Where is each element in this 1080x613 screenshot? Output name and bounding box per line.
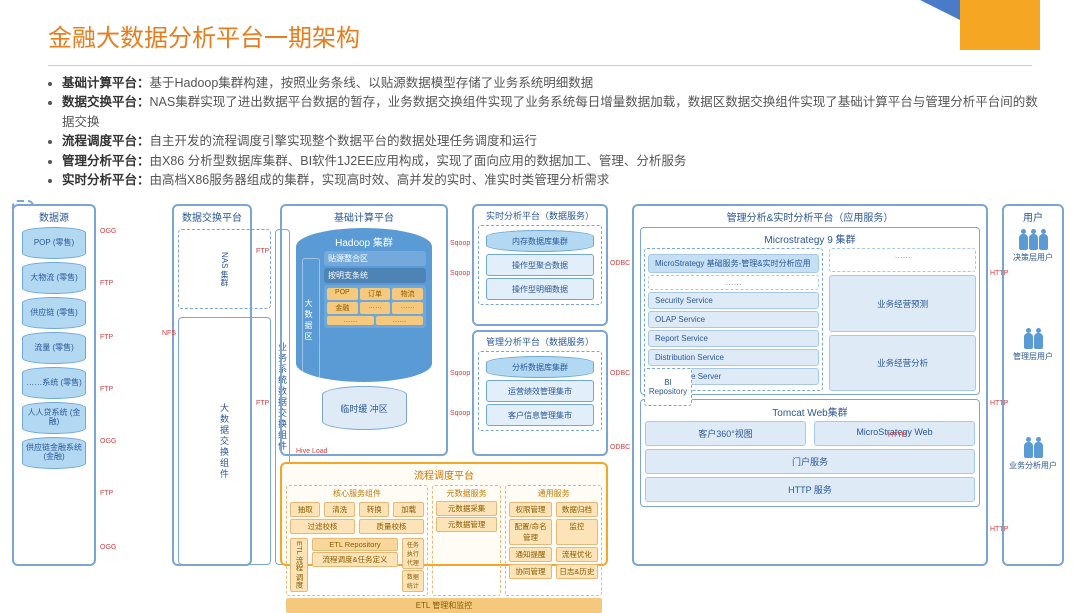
hadoop-cluster: 大数据区 Hadoop 集群 贴源整合区 按明支条统 POP 订单 物流 金融 … xyxy=(296,228,432,382)
mgmt-title: 管理分析&实时分析平台（应用服务） xyxy=(634,209,986,224)
accent-orange xyxy=(960,0,1040,50)
mr-0: …… xyxy=(829,248,976,272)
hadoop-sub2: 按明支条统 xyxy=(324,268,426,283)
conn-ogg-1: OGG xyxy=(100,438,116,445)
bullet-1: 数据交换平台：NAS集群实现了进出数据平台数据的暂存，业务数据交换组件实现了业务… xyxy=(62,93,1040,132)
ex-title: 数据交换平台 xyxy=(174,209,250,224)
conn-ftp-3: FTP xyxy=(100,490,113,497)
conn-ogg-2: OGG xyxy=(100,544,116,551)
conn-ftp-ex2: FTP xyxy=(256,400,269,407)
users-title: 用户 xyxy=(1004,209,1062,224)
ds-item-6: 供应链金融系统 (金融) xyxy=(22,437,86,469)
conn-ftp-0: FTP xyxy=(100,280,113,287)
rt2-cyl: 分析数据库集群 xyxy=(486,356,594,378)
rt-r0: 操作型聚合数据 xyxy=(486,254,594,276)
chip-5: …… xyxy=(392,302,423,314)
chip-6: …… xyxy=(327,316,374,325)
chip-4: …… xyxy=(360,302,391,314)
tc-0: 客户360°视图 xyxy=(645,421,806,446)
ds-item-2: 供应链 (零售) xyxy=(22,297,86,329)
tomcat-title: Tomcat Web集群 xyxy=(645,404,975,419)
tomcat-cluster: Tomcat Web集群 客户360°视图 MicroStrategy Web … xyxy=(640,399,980,507)
col-data-sources: 数据源 POP (零售) 大物流 (零售) 供应链 (零售) 流量 (零售) …… xyxy=(12,204,96,566)
ds-title: 数据源 xyxy=(14,209,94,224)
conn-nfs: NFS xyxy=(162,330,176,337)
nas-box: NAS 集群 xyxy=(178,229,271,309)
svc-2: OLAP Service xyxy=(648,311,819,328)
col-base: 基础计算平台 大数据区 Hadoop 集群 贴源整合区 按明支条统 POP 订单… xyxy=(280,204,448,456)
bullets: 基础计算平台：基于Hadoop集群构建，按照业务条线、以贴源数据模型存储了业务系… xyxy=(0,66,1080,196)
etl-bar: ETL 管理和监控 xyxy=(286,598,602,613)
title-bar: 金融大数据分析平台一期架构 xyxy=(0,0,1080,65)
tc-portal: 门户服务 xyxy=(645,449,975,474)
ms9-right: …… 业务经营预测 业务经营分析 xyxy=(829,248,976,391)
rt-cyl: 内存数据库集群 xyxy=(486,230,594,252)
conn-ftp-2: FTP xyxy=(100,386,113,393)
conn-sqoop-2: Sqoop xyxy=(450,370,470,377)
ds-item-4: ……系统 (零售) xyxy=(22,367,86,399)
bullet-0: 基础计算平台：基于Hadoop集群构建，按照业务条线、以贴源数据模型存储了业务系… xyxy=(62,74,1040,93)
chip-1: 订单 xyxy=(360,288,391,300)
chip-grid: POP 订单 物流 金融 …… …… …… …… xyxy=(324,285,426,328)
mr-1: 业务经营预测 xyxy=(829,275,976,332)
rt2-title: 管理分析平台（数据服务） xyxy=(474,335,606,348)
user-0: 决策层用户 xyxy=(1004,234,1062,263)
user-2: 业务分析用户 xyxy=(1004,442,1062,471)
svc-0: …… xyxy=(648,275,819,290)
conn-odbc-2: ODBC xyxy=(610,444,630,451)
conn-odbc-0: ODBC xyxy=(610,260,630,267)
bullet-4: 实时分析平台：由高档X86服务器组成的集群，实现高时效、高并发的实时、准实时类管… xyxy=(62,171,1040,190)
ms9-title: Microstrategy 9 集群 xyxy=(644,231,976,246)
hadoop-title: Hadoop 集群 xyxy=(302,234,426,249)
architecture-diagram: 数据源 POP (零售) 大物流 (零售) 供应链 (零售) 流量 (零售) …… xyxy=(12,200,1072,570)
col-users: 用户 决策层用户 管理层用户 业务分析用户 xyxy=(1002,204,1064,566)
chip-2: 物流 xyxy=(392,288,423,300)
user-1: 管理层用户 xyxy=(1004,333,1062,362)
hadoop-sub1: 贴源整合区 xyxy=(324,251,426,266)
sched-title: 流程调度平台 xyxy=(282,467,606,482)
chip-7: …… xyxy=(376,316,423,325)
sched-mid: 元数据服务 元数据采集 元数据管理 xyxy=(432,485,501,596)
svc-4: Distribution Service xyxy=(648,349,819,366)
conn-http-ms: HTTP xyxy=(888,432,906,439)
col-realtime: 实时分析平台（数据服务） 内存数据库集群 操作型聚合数据 操作型明细数据 xyxy=(472,204,608,326)
conn-odbc-1: ODBC xyxy=(610,370,630,377)
conn-sqoop-0: Sqoop xyxy=(450,240,470,247)
ex-v1: 大数据交换组件 xyxy=(178,317,271,565)
ds-item-3: 流量 (零售) xyxy=(22,332,86,364)
bi-repo: BI Repository xyxy=(644,368,692,406)
sched-left: 核心服务组件 抽取清洗转换加载 过滤校核质量校核 ETL 流程 调度 ETL R… xyxy=(286,485,428,596)
chip-3: 金融 xyxy=(327,302,358,314)
conn-sqoop-1: Sqoop xyxy=(450,270,470,277)
ds-item-5: 人人贷系统 (金融) xyxy=(22,402,86,434)
buffer-zone: 临时缓 冲区 xyxy=(322,386,407,430)
col-mgmt-data: 管理分析平台（数据服务） 分析数据库集群 运营绩效管理集市 客户信息管理集市 xyxy=(472,330,608,456)
ds-item-1: 大物流 (零售) xyxy=(22,262,86,294)
accent-blue xyxy=(920,0,960,20)
bullet-3: 管理分析平台：由X86 分析型数据库集群、BI软件1J2EE应用构成，实现了面向… xyxy=(62,152,1040,171)
conn-ogg-0: OGG xyxy=(100,228,116,235)
base-title: 基础计算平台 xyxy=(282,209,446,224)
svc-3: Report Service xyxy=(648,330,819,347)
rt-title: 实时分析平台（数据服务） xyxy=(474,209,606,222)
bullet-2: 流程调度平台：自主开发的流程调度引擎实现整个数据平台的数据处理任务调度和运行 xyxy=(62,132,1040,151)
conn-hiveload: Hive Load xyxy=(296,448,328,455)
conn-ftp-1: FTP xyxy=(100,334,113,341)
rt2-r0: 运营绩效管理集市 xyxy=(486,380,594,402)
col-scheduler: 流程调度平台 核心服务组件 抽取清洗转换加载 过滤校核质量校核 ETL 流程 调… xyxy=(280,462,608,566)
tc-http: HTTP 服务 xyxy=(645,477,975,502)
page-title: 金融大数据分析平台一期架构 xyxy=(48,18,1080,53)
rt2-r1: 客户信息管理集市 xyxy=(486,404,594,426)
col-exchange: 数据交换平台 NAS 集群 大数据交换组件 业务系统数据交换组件 xyxy=(172,204,252,566)
conn-ftp-ex: FTP xyxy=(256,248,269,255)
datazone: 大数据区 xyxy=(302,258,320,418)
conn-sqoop-3: Sqoop xyxy=(450,410,470,417)
chip-0: POP xyxy=(327,288,358,300)
ms9-sub: MicroStrategy 基础服务-管理&实时分析应用 xyxy=(648,254,819,273)
svc-1: Security Service xyxy=(648,292,819,309)
mr-2: 业务经营分析 xyxy=(829,335,976,392)
rt-r1: 操作型明细数据 xyxy=(486,278,594,300)
ds-item-0: POP (零售) xyxy=(22,227,86,259)
sched-right: 通用服务 权限管理数据归档 配置/命名管理监控 通知提醒流程优化 协同管理日志&… xyxy=(505,485,602,596)
